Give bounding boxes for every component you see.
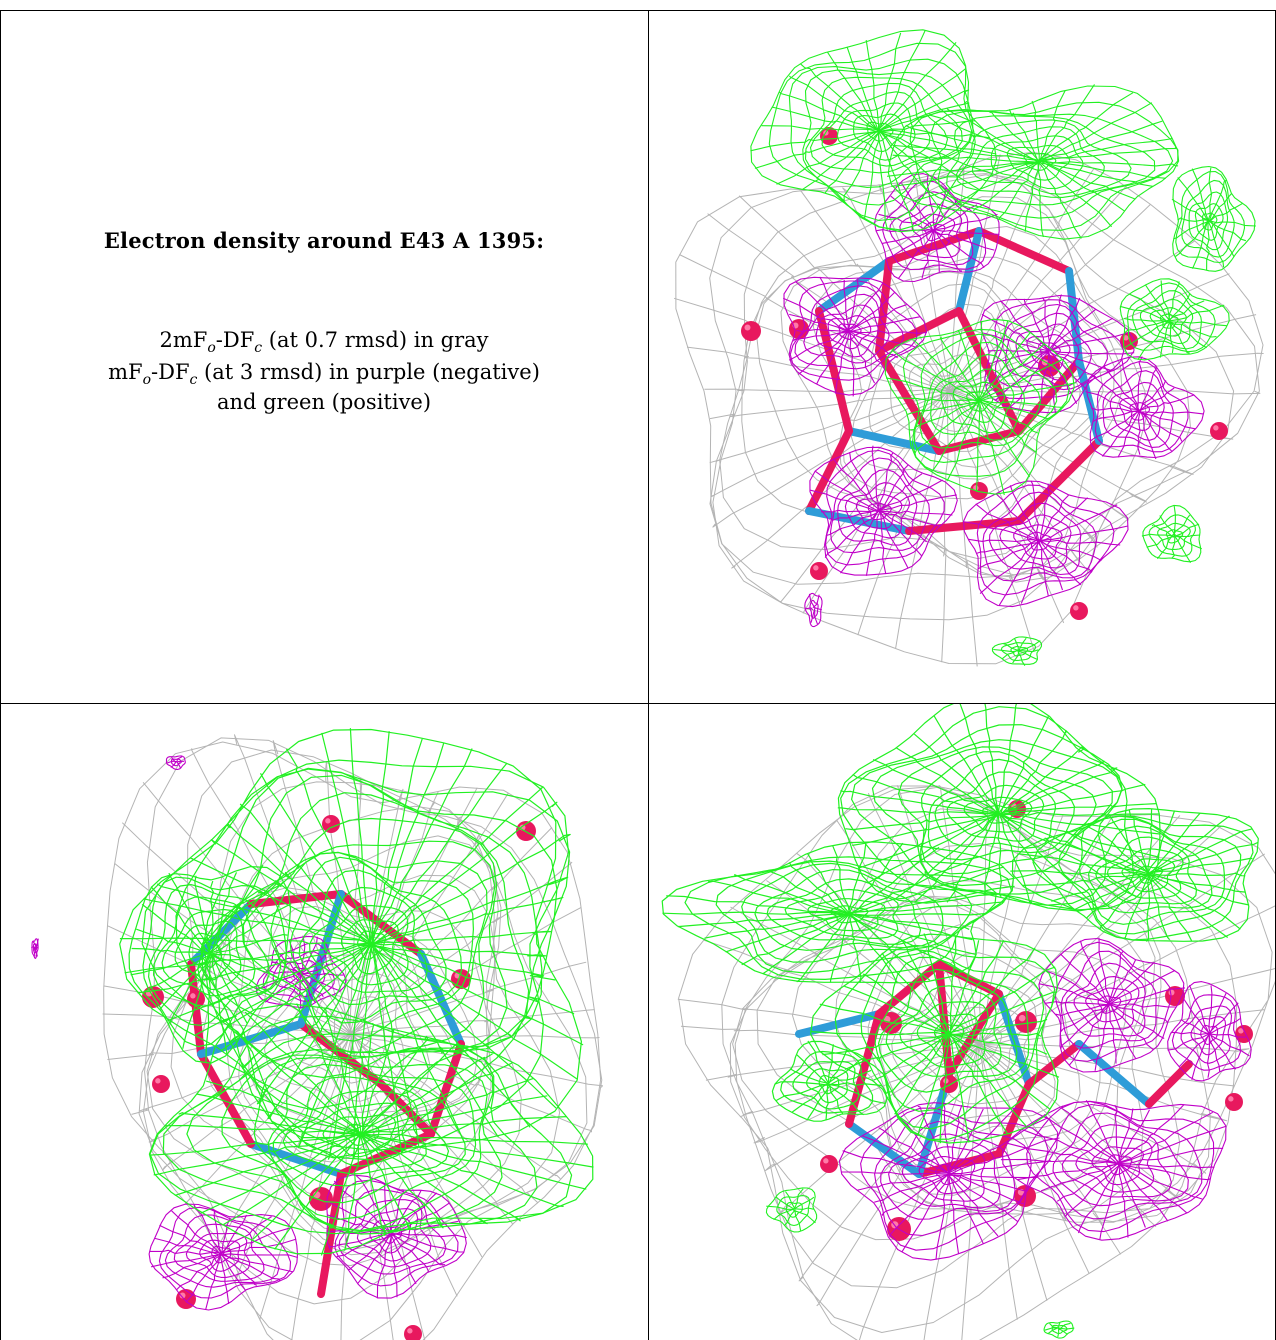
purple-mesh-speck-1 xyxy=(165,755,186,770)
purple-mesh-4 xyxy=(809,445,958,576)
caption-line-gray-sub-c: c xyxy=(254,340,263,357)
density-view-2 xyxy=(31,728,603,1340)
grid-border-left xyxy=(0,10,1,1340)
green-mesh-small-1 xyxy=(765,1187,818,1233)
caption-line-gray-sub-o: o xyxy=(207,340,216,357)
green-mesh-upper xyxy=(661,841,1015,984)
green-mesh-lower xyxy=(148,1003,594,1256)
caption-line-diff-part-a: mF xyxy=(108,360,143,384)
green-mesh-ring xyxy=(1119,278,1230,361)
caption-line-diff-part-b: -DF xyxy=(151,360,190,384)
green-mesh-right xyxy=(1010,808,1259,942)
caption-line-gray-part-a: 2mF xyxy=(159,328,208,352)
green-mesh-small-1 xyxy=(1141,504,1203,563)
caption-line-diff-sub-c: c xyxy=(189,372,198,389)
density-panel-top-right xyxy=(649,11,1275,703)
purple-mesh-3 xyxy=(1000,1099,1227,1241)
green-mesh-mid xyxy=(884,318,1076,496)
purple-mesh-4 xyxy=(1167,981,1252,1082)
green-mesh-top xyxy=(750,29,998,233)
green-mesh-mid xyxy=(810,933,1060,1144)
green-mesh-upper xyxy=(887,84,1180,240)
caption-line-diff-sub-o: o xyxy=(142,372,152,389)
caption-line-gray-part-b: -DF xyxy=(215,328,255,352)
ligand-model-3 xyxy=(795,800,1253,1241)
purple-mesh-2 xyxy=(980,294,1135,414)
purple-mesh-3 xyxy=(1085,356,1205,460)
density-view-3 xyxy=(661,704,1275,1340)
density-panel-bottom-right xyxy=(649,704,1275,1340)
purple-mesh-1 xyxy=(782,276,928,397)
grid-border-top xyxy=(0,10,1276,11)
grid-divider-horizontal xyxy=(0,703,1276,704)
green-mesh-small-2 xyxy=(991,636,1043,666)
grid-divider-vertical xyxy=(648,10,649,1340)
green-mesh-loop xyxy=(771,1040,888,1122)
purple-mesh-speck-2 xyxy=(31,938,39,959)
density-view-1 xyxy=(673,29,1264,667)
caption-title: Electron density around E43 A 1395: xyxy=(103,228,545,253)
green-mesh-right xyxy=(1171,165,1256,272)
caption-line-gray: 2mFo-DFc (at 0.7 rmsd) in gray xyxy=(0,328,648,356)
caption-line-diff-part-c: (at 3 rmsd) in purple (negative) xyxy=(197,360,540,384)
green-mesh-top xyxy=(837,704,1161,912)
caption-line-diff: mFo-DFc (at 3 rmsd) in purple (negative) xyxy=(0,360,648,388)
green-mesh-left xyxy=(128,864,292,1064)
caption-line-gray-part-c: (at 0.7 rmsd) in gray xyxy=(262,328,489,352)
density-panel-bottom-left xyxy=(1,704,648,1340)
green-mesh-small-2 xyxy=(1043,1320,1075,1339)
purple-mesh-5 xyxy=(962,480,1129,608)
purple-mesh-2 xyxy=(838,1102,1060,1261)
purple-mesh-1 xyxy=(148,1203,299,1311)
caption-cell: Electron density around E43 A 1395: 2mFo… xyxy=(0,10,648,703)
caption-line-green: and green (positive) xyxy=(216,390,432,414)
purple-mesh-1 xyxy=(1038,937,1186,1073)
purple-mesh-speck xyxy=(804,592,823,628)
